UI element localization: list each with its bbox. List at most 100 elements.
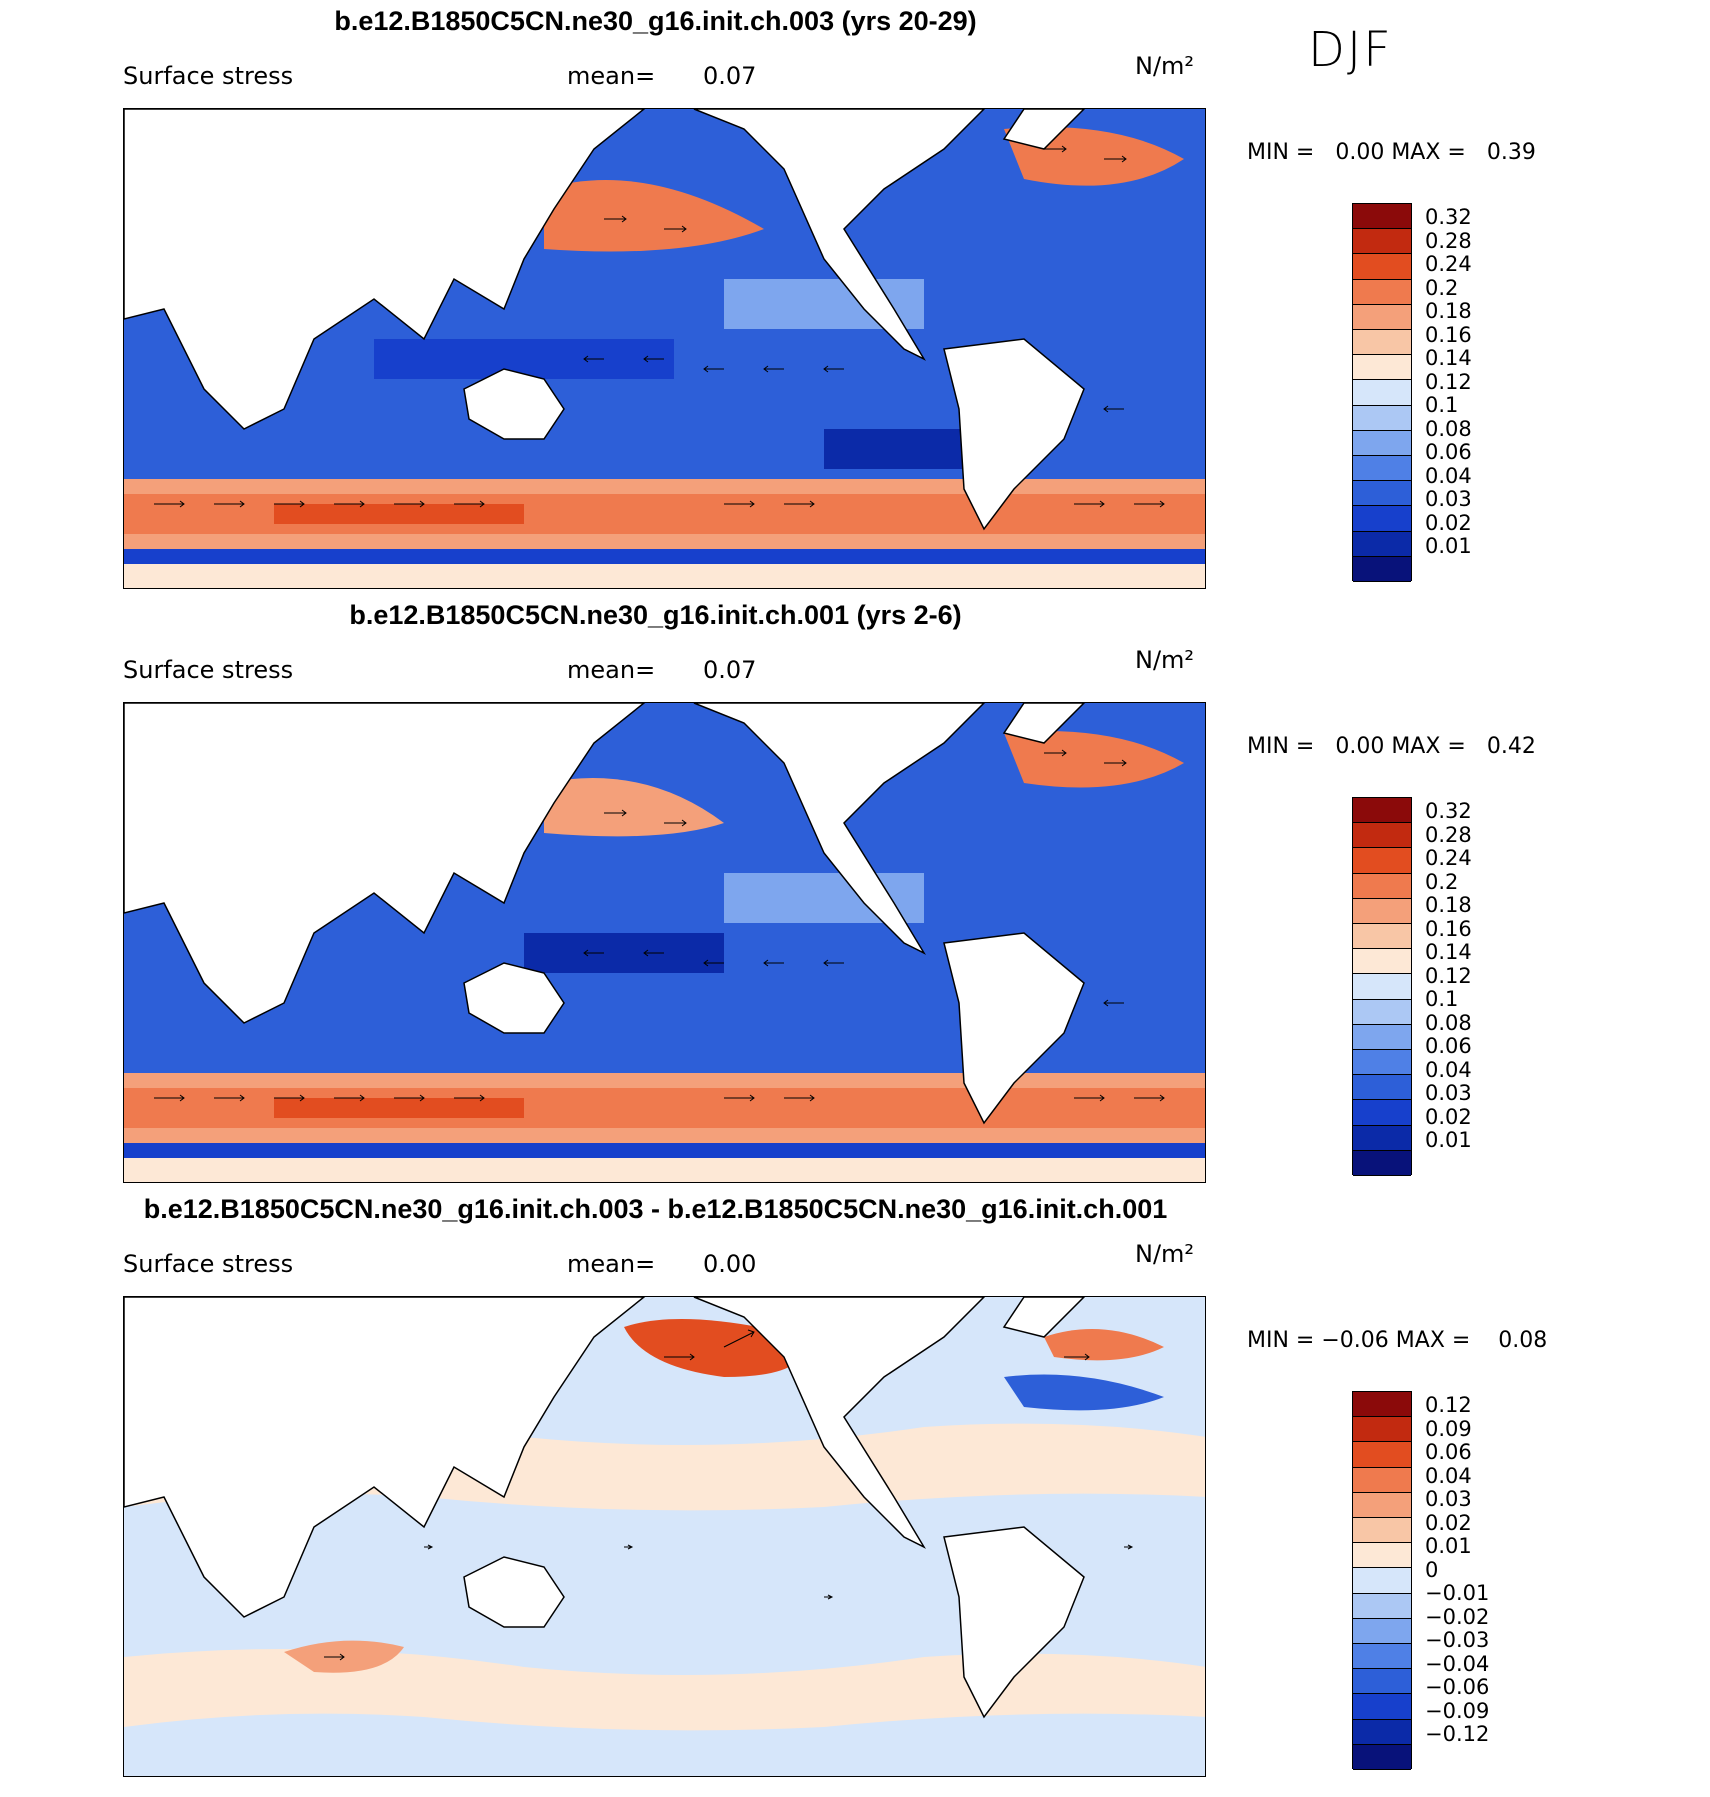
- colorbar-tick-label: 0.2: [1425, 870, 1459, 894]
- colorbar-swatch: [1353, 898, 1411, 924]
- colorbar-tick-label: 0.12: [1425, 370, 1472, 394]
- colorbar-tick-label: 0.04: [1425, 1058, 1472, 1082]
- colorbar-tick-label: 0.28: [1425, 823, 1472, 847]
- panel-difference: b.e12.B1850C5CN.ne30_g16.init.ch.003 - b…: [0, 1188, 1710, 1783]
- colorbar-tick-label: 0.2: [1425, 276, 1459, 300]
- colorbar-tick-label: 0.14: [1425, 346, 1472, 370]
- colorbar-swatch: [1353, 974, 1411, 1000]
- colorbar-tick-label: −0.12: [1425, 1722, 1490, 1746]
- colorbar-tick-label: −0.09: [1425, 1699, 1490, 1723]
- colorbar-tick-label: 0.02: [1425, 511, 1472, 535]
- colorbar-swatch: [1353, 254, 1411, 280]
- colorbar-tick-label: 0.18: [1425, 299, 1472, 323]
- mean-label: mean=: [567, 1250, 656, 1278]
- colorbar-tick-label: 0.1: [1425, 987, 1459, 1011]
- wind-vectors: [154, 749, 1165, 1102]
- colorbar-swatch: [1353, 1694, 1411, 1720]
- panel-case-003: b.e12.B1850C5CN.ne30_g16.init.ch.003 (yr…: [0, 0, 1710, 595]
- colorbar-swatch: [1353, 1125, 1411, 1151]
- colorbar-swatch: [1353, 304, 1411, 330]
- colorbar: [1352, 797, 1412, 1176]
- colorbar-tick-label: 0.24: [1425, 846, 1472, 870]
- colorbar-swatch: [1353, 823, 1411, 849]
- colorbar-tick-label: 0.24: [1425, 252, 1472, 276]
- min-label: MIN =: [1247, 1328, 1315, 1353]
- colorbar: [1352, 1391, 1412, 1770]
- colorbar-swatch: [1353, 1593, 1411, 1619]
- colorbar-swatch: [1353, 1492, 1411, 1518]
- colorbar-tick-label: 0.12: [1425, 1393, 1472, 1417]
- mean-label: mean=: [567, 62, 656, 90]
- colorbar-tick-label: 0.03: [1425, 1487, 1472, 1511]
- min-max-readout: MIN = −0.06 MAX = 0.08: [1247, 1328, 1547, 1353]
- colorbar-tick-label: 0.08: [1425, 1011, 1472, 1035]
- colorbar-swatch: [1353, 1669, 1411, 1695]
- wind-vectors: [324, 1329, 1134, 1661]
- mean-label: mean=: [567, 656, 656, 684]
- min-value: −0.06: [1321, 1328, 1389, 1353]
- min-label: MIN =: [1247, 734, 1315, 759]
- variable-label: Surface stress: [123, 62, 294, 90]
- colorbar-swatch: [1353, 1075, 1411, 1101]
- colorbar-swatch: [1353, 481, 1411, 507]
- colorbar-swatch: [1353, 1518, 1411, 1544]
- max-label: MAX =: [1391, 140, 1466, 165]
- colorbar: [1352, 203, 1412, 582]
- colorbar-swatch: [1353, 999, 1411, 1025]
- colorbar-swatch: [1353, 1744, 1411, 1770]
- colorbar-tick-label: −0.01: [1425, 1581, 1490, 1605]
- colorbar-swatch: [1353, 355, 1411, 381]
- colorbar-tick-label: 0.18: [1425, 893, 1472, 917]
- colorbar-tick-label: 0.06: [1425, 1440, 1472, 1464]
- colorbar-swatch: [1353, 556, 1411, 582]
- colorbar-tick-label: 0.12: [1425, 964, 1472, 988]
- colorbar-swatch: [1353, 456, 1411, 482]
- colorbar-tick-label: 0.1: [1425, 393, 1459, 417]
- variable-label: Surface stress: [123, 1250, 294, 1278]
- colorbar-swatch: [1353, 1618, 1411, 1644]
- colorbar-tick-label: 0.08: [1425, 417, 1472, 441]
- colorbar-tick-label: 0.06: [1425, 440, 1472, 464]
- colorbar-tick-label: 0.16: [1425, 323, 1472, 347]
- colorbar-swatch: [1353, 1568, 1411, 1594]
- colorbar-swatch: [1353, 380, 1411, 406]
- map-plot: [123, 1296, 1206, 1777]
- colorbar-tick-label: 0.09: [1425, 1417, 1472, 1441]
- colorbar-swatch: [1353, 798, 1411, 824]
- colorbar-tick-label: 0.01: [1425, 1534, 1472, 1558]
- colorbar-tick-label: 0.06: [1425, 1034, 1472, 1058]
- colorbar-swatch: [1353, 531, 1411, 557]
- colorbar-tick-label: 0.04: [1425, 1464, 1472, 1488]
- colorbar-swatch: [1353, 1417, 1411, 1443]
- colorbar-swatch: [1353, 949, 1411, 975]
- colorbar-tick-label: 0: [1425, 1558, 1439, 1582]
- map-plot: [123, 702, 1206, 1183]
- colorbar-tick-label: 0.04: [1425, 464, 1472, 488]
- colorbar-tick-label: 0.14: [1425, 940, 1472, 964]
- colorbar-swatch: [1353, 330, 1411, 356]
- colorbar-tick-label: 0.32: [1425, 205, 1472, 229]
- colorbar-swatch: [1353, 1644, 1411, 1670]
- colorbar-swatch: [1353, 229, 1411, 255]
- colorbar-swatch: [1353, 848, 1411, 874]
- colorbar-tick-label: 0.03: [1425, 1081, 1472, 1105]
- panel-case-001: b.e12.B1850C5CN.ne30_g16.init.ch.001 (yr…: [0, 594, 1710, 1189]
- colorbar-tick-label: −0.04: [1425, 1652, 1490, 1676]
- min-label: MIN =: [1247, 140, 1315, 165]
- mean-value: 0.07: [703, 62, 757, 90]
- min-max-readout: MIN = 0.00 MAX = 0.39: [1247, 140, 1536, 165]
- max-value: 0.08: [1498, 1328, 1548, 1353]
- units-label: N/m²: [1135, 52, 1195, 80]
- colorbar-swatch: [1353, 1442, 1411, 1468]
- wind-vectors: [154, 145, 1165, 508]
- mean-value: 0.00: [703, 1250, 757, 1278]
- colorbar-tick-label: 0.02: [1425, 1511, 1472, 1535]
- min-max-readout: MIN = 0.00 MAX = 0.42: [1247, 734, 1536, 759]
- min-value: 0.00: [1335, 734, 1385, 759]
- mean-value: 0.07: [703, 656, 757, 684]
- colorbar-swatch: [1353, 1467, 1411, 1493]
- colorbar-tick-label: 0.32: [1425, 799, 1472, 823]
- panel-title: b.e12.B1850C5CN.ne30_g16.init.ch.001 (yr…: [349, 600, 962, 630]
- colorbar-tick-label: 0.16: [1425, 917, 1472, 941]
- colorbar-swatch: [1353, 1150, 1411, 1176]
